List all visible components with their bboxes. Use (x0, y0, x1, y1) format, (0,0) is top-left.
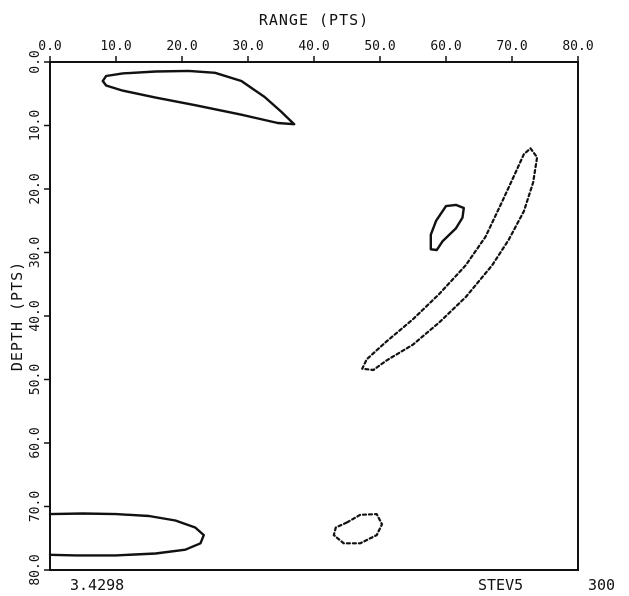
dashed-contour-4 (361, 147, 539, 372)
y-tick-label: 10.0 (28, 110, 43, 141)
footer-corner-value: 300 (588, 576, 615, 594)
y-tick-label: 20.0 (28, 173, 43, 204)
y-axis-title: DEPTH (PTS) (8, 261, 26, 371)
x-tick-label: 0.0 (38, 39, 61, 54)
x-tick-label: 10.0 (100, 39, 131, 54)
footer-right-label: STEV5 (478, 576, 523, 594)
y-tick-label: 50.0 (28, 364, 43, 395)
footer-left-value: 3.4298 (70, 576, 124, 594)
y-tick-label: 80.0 (28, 554, 43, 585)
contour-lines (48, 69, 539, 557)
y-tick-label: 70.0 (28, 491, 43, 522)
y-tick-label: 30.0 (28, 237, 43, 268)
x-tick-label: 50.0 (364, 39, 395, 54)
x-tick-label: 80.0 (562, 39, 593, 54)
x-tick-label: 60.0 (430, 39, 461, 54)
x-tick-label: 30.0 (232, 39, 263, 54)
x-tick-label: 70.0 (496, 39, 527, 54)
solid-contour-3 (429, 203, 465, 252)
y-tick-label: 60.0 (28, 427, 43, 458)
y-tick-label: 0.0 (28, 50, 43, 73)
x-tick-label: 40.0 (298, 39, 329, 54)
x-axis-ticks: 0.0 10.0 20.0 30.0 40.0 50.0 60.0 70.0 80.0 (38, 39, 594, 62)
y-axis-ticks: 0.0 10.0 20.0 30.0 40.0 50.0 60.0 70.0 80.0 (28, 50, 50, 586)
dashed-contour-5 (332, 513, 384, 545)
solid-contour-2 (48, 512, 205, 557)
solid-contour-1 (101, 69, 296, 126)
plot-frame (49, 61, 579, 571)
x-axis-title: RANGE (PTS) (259, 11, 369, 29)
y-tick-label: 40.0 (28, 300, 43, 331)
x-tick-label: 20.0 (166, 39, 197, 54)
plot-frame-group (49, 61, 579, 571)
